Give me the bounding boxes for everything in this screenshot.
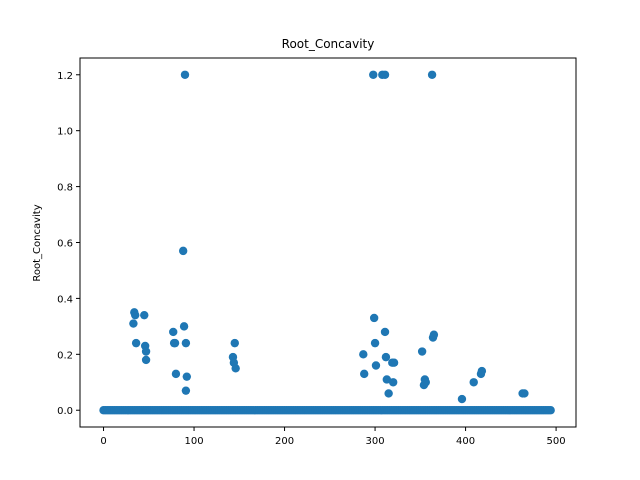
data-point xyxy=(421,378,430,387)
plot-frame xyxy=(79,57,577,428)
x-tick-label: 0 xyxy=(100,436,106,447)
data-point xyxy=(180,70,190,79)
data-point xyxy=(382,375,392,384)
data-point xyxy=(381,352,391,362)
data-point xyxy=(371,361,381,370)
y-axis-label: Root_Concavity xyxy=(32,204,43,281)
data-point xyxy=(389,358,399,367)
data-point xyxy=(388,378,398,387)
data-point xyxy=(181,338,191,348)
y-axis: 0.0 0.2 0.4 0.6 0.8 1.0 1.2 xyxy=(57,71,80,417)
data-point xyxy=(179,322,189,331)
x-tick-label: 400 xyxy=(456,436,475,447)
data-point xyxy=(520,389,529,398)
y-tick-label: 0.4 xyxy=(57,294,73,305)
data-point xyxy=(171,369,181,379)
y-tick-label: 1.2 xyxy=(57,71,73,82)
data-point xyxy=(181,386,191,395)
data-point xyxy=(546,406,555,415)
data-point xyxy=(477,366,487,376)
data-point xyxy=(457,394,467,404)
x-tick-label: 300 xyxy=(366,436,385,447)
y-tick-label: 1.0 xyxy=(57,127,73,138)
data-point xyxy=(359,350,368,359)
y-tick-label: 0.8 xyxy=(57,183,73,194)
y-tick-label: 0.6 xyxy=(57,239,73,250)
data-point xyxy=(370,338,380,348)
data-point xyxy=(380,327,390,337)
points-layer xyxy=(99,70,555,415)
data-point xyxy=(384,389,393,398)
data-point xyxy=(427,70,437,79)
chart-title: Root_Concavity xyxy=(282,37,375,51)
data-point xyxy=(380,70,390,79)
y-tick-label: 0.0 xyxy=(57,406,73,417)
data-point xyxy=(129,319,138,328)
data-point xyxy=(131,338,141,348)
data-point xyxy=(429,330,439,339)
x-tick-label: 200 xyxy=(275,436,294,447)
data-point xyxy=(369,313,379,323)
data-point xyxy=(231,364,240,373)
data-point xyxy=(170,338,180,348)
data-point xyxy=(369,70,378,79)
x-tick-label: 500 xyxy=(547,436,566,447)
x-tick-label: 100 xyxy=(184,436,203,447)
data-point xyxy=(169,327,178,337)
data-point xyxy=(141,355,151,365)
data-point xyxy=(230,338,239,348)
data-point xyxy=(469,378,478,387)
x-axis: 0 100 200 300 400 500 xyxy=(100,427,566,447)
data-point xyxy=(178,246,188,256)
data-point xyxy=(182,372,192,381)
data-point xyxy=(417,347,427,356)
data-point xyxy=(131,310,140,320)
data-point xyxy=(140,310,149,320)
data-point xyxy=(141,347,151,356)
y-tick-label: 0.2 xyxy=(57,350,73,361)
data-point xyxy=(360,369,369,379)
